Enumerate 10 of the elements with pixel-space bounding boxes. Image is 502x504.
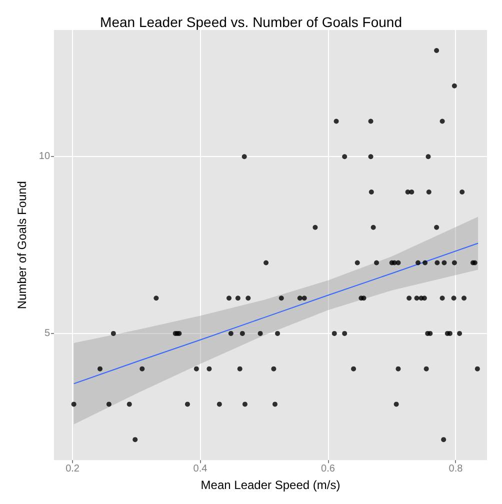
line-series xyxy=(73,242,479,384)
x-tick-label: 0.6 xyxy=(321,464,336,475)
x-tick-label: 0.4 xyxy=(193,464,208,475)
y-tick-label: 10 xyxy=(38,151,50,162)
x-tick-label: 0.2 xyxy=(66,464,80,475)
chart-title: Mean Leader Speed vs. Number of Goals Found xyxy=(100,14,402,30)
y-tick-label: 5 xyxy=(44,328,50,339)
x-tick-label: 0.8 xyxy=(448,464,464,475)
x-axis-title: Mean Leader Speed (m/s) xyxy=(200,478,340,492)
y-axis-title: Number of Goals Found xyxy=(15,181,29,310)
